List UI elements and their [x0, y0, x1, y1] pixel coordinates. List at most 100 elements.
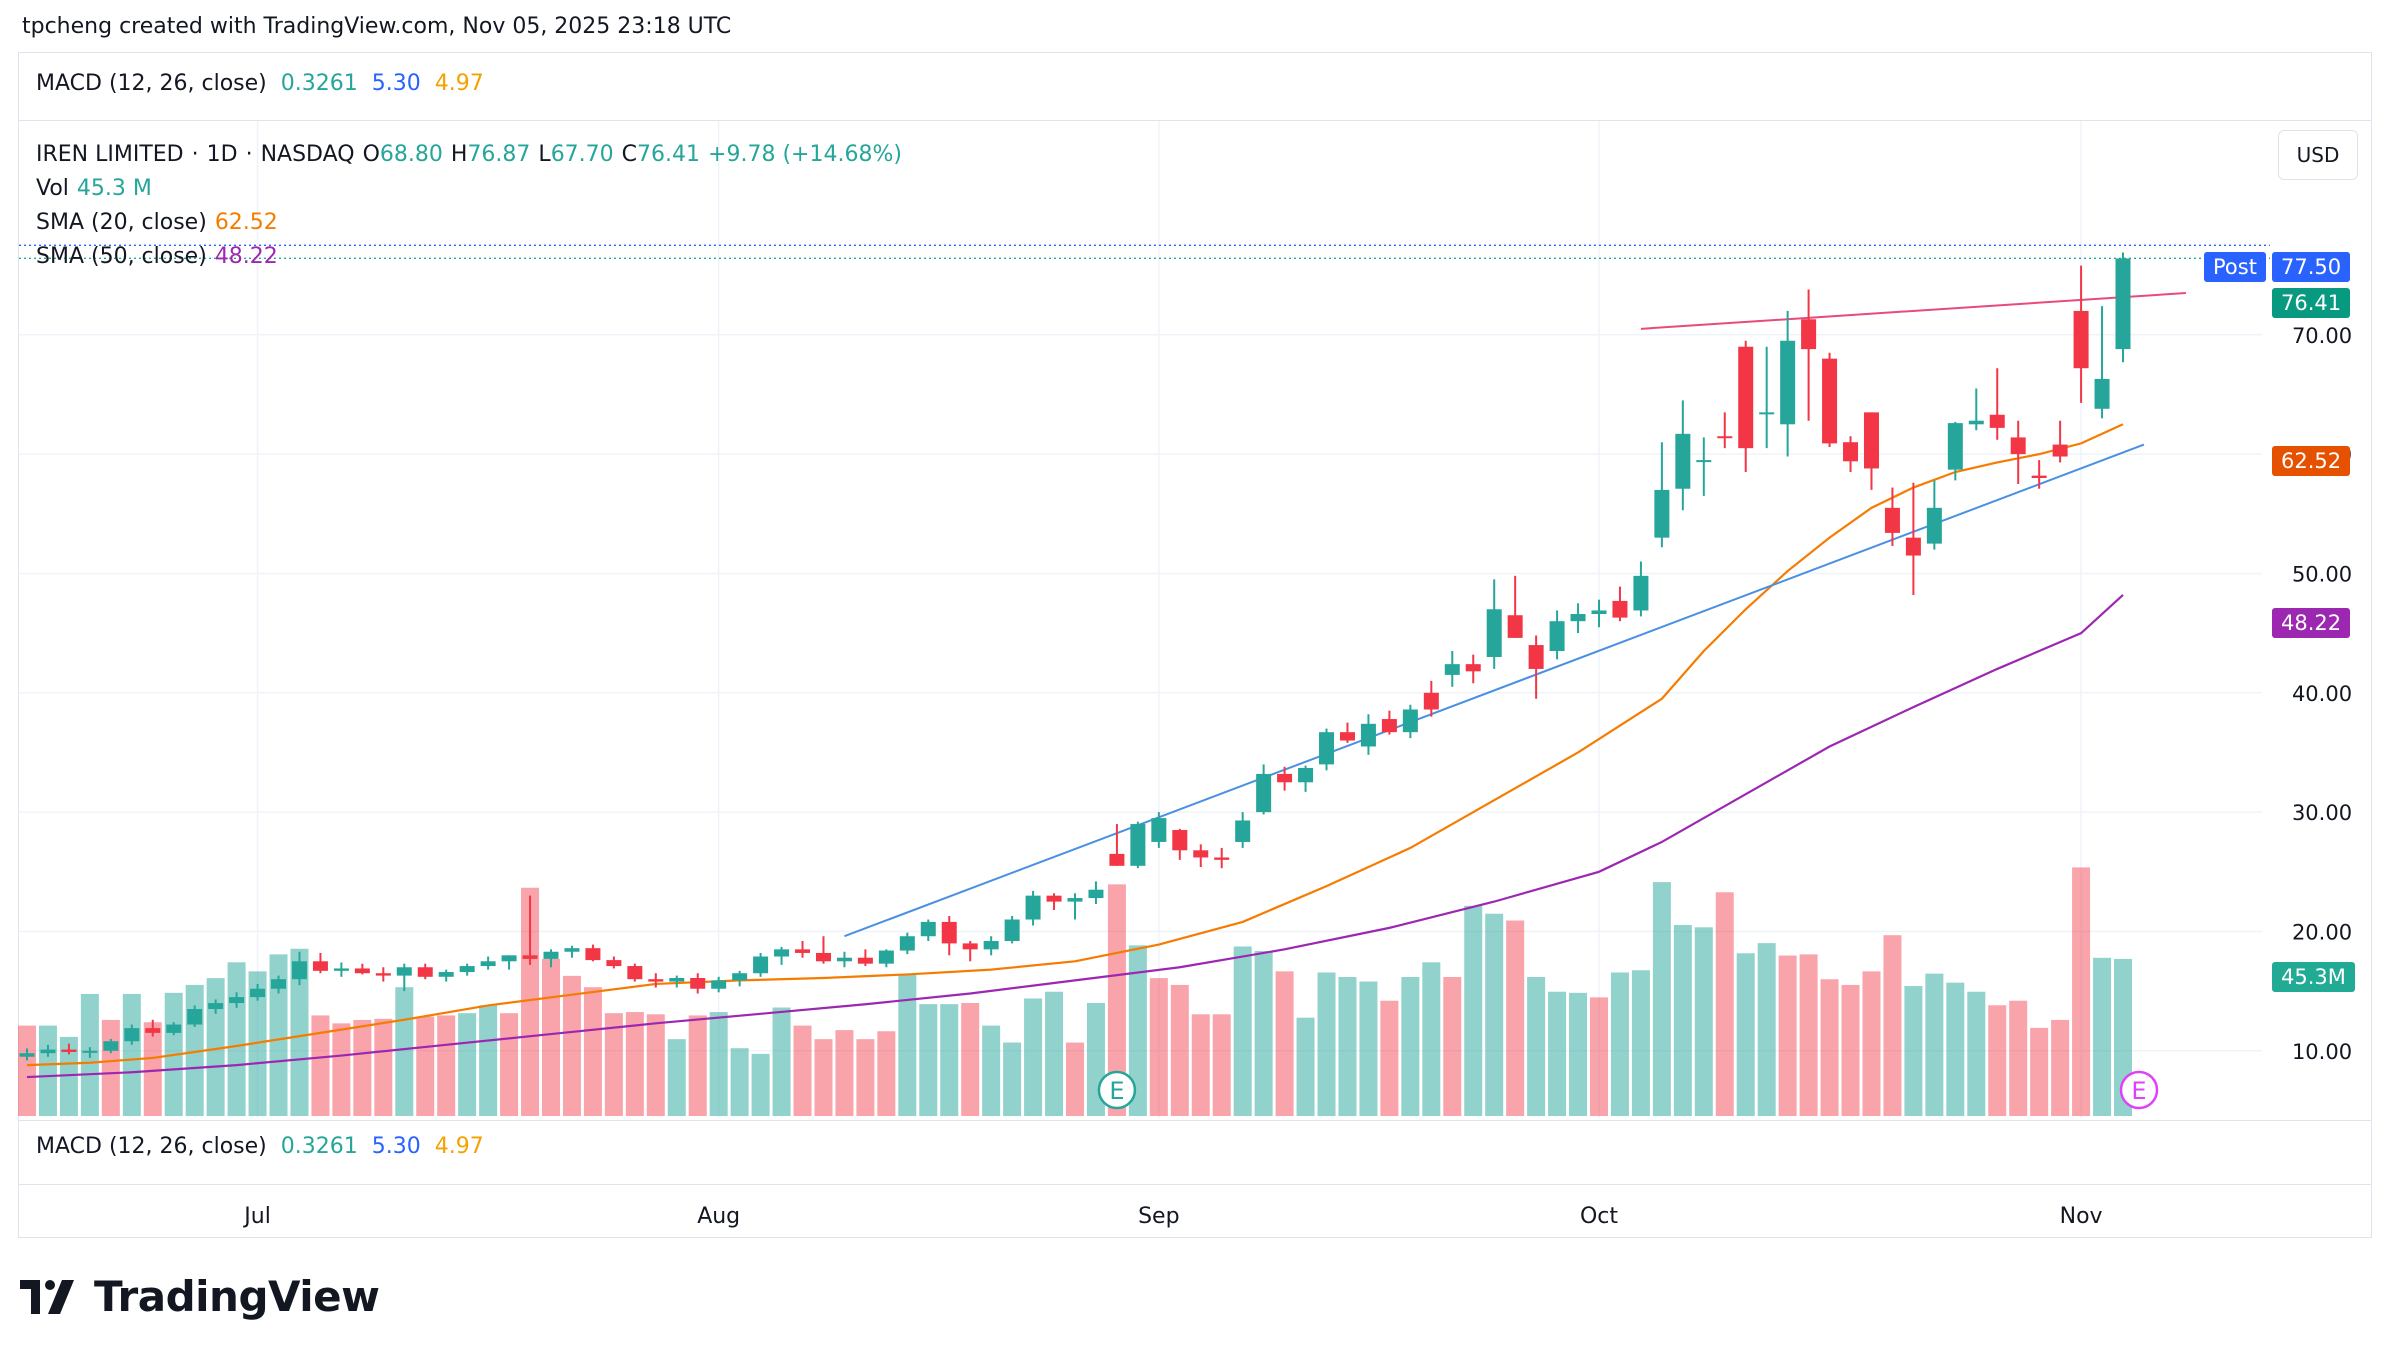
candle-body	[396, 967, 412, 976]
macd-bottom-legend[interactable]: MACD (12, 26, close) 0.3261 5.30 4.97	[36, 1134, 498, 1159]
high-value: 76.87	[467, 142, 531, 167]
volume-bar	[1610, 972, 1629, 1116]
legend-separator: ·	[191, 142, 199, 167]
volume-bar	[793, 1025, 812, 1116]
volume-bar	[416, 1016, 435, 1116]
volume-bar	[18, 1025, 36, 1116]
sma20-value: 62.52	[214, 210, 278, 235]
earnings-marker-icon: E	[2131, 1077, 2146, 1105]
candle-body	[333, 968, 349, 971]
earnings-marker-icon: E	[1109, 1077, 1124, 1105]
candle-body	[753, 956, 769, 974]
volume-bar	[458, 1013, 477, 1116]
symbol-name[interactable]: IREN LIMITED	[36, 142, 184, 167]
macd-value-1: 0.3261	[280, 71, 358, 96]
volume-bar	[2072, 867, 2091, 1116]
candle-body	[61, 1049, 77, 1052]
volume-bar	[1967, 991, 1986, 1116]
candle-body	[1926, 507, 1942, 544]
candle-body	[1193, 850, 1209, 858]
candle-body	[711, 980, 727, 989]
volume-bar	[1820, 979, 1839, 1116]
candle-body	[1046, 895, 1062, 902]
price-axis-label: 10.00	[2292, 1040, 2352, 1064]
volume-bar	[1862, 971, 1881, 1116]
macd-top-legend[interactable]: MACD (12, 26, close) 0.3261 5.30 4.97	[36, 71, 498, 96]
candle-body	[459, 966, 475, 973]
volume-bar	[1904, 986, 1923, 1116]
volume-bar	[604, 1013, 623, 1116]
volume-bar	[1275, 971, 1294, 1116]
time-axis-label: Nov	[2060, 1204, 2103, 1229]
tradingview-logo[interactable]: TradingView	[20, 1272, 380, 1321]
candle-body	[1130, 824, 1146, 866]
pane-divider	[18, 1120, 2372, 1121]
candle-body	[82, 1050, 98, 1053]
close-value: 76.41	[637, 142, 701, 167]
volume-bar	[1233, 946, 1252, 1116]
volume-bar	[1652, 882, 1671, 1116]
volume-bar	[374, 1018, 393, 1116]
time-axis-label: Sep	[1138, 1204, 1179, 1229]
candle-body	[1654, 489, 1670, 538]
candle-body	[857, 957, 873, 964]
volume-bar	[751, 1053, 770, 1116]
candle-body	[1570, 614, 1586, 622]
candle-body	[501, 955, 517, 962]
candle-body	[585, 948, 601, 961]
volume-bar	[1715, 892, 1734, 1116]
interval-label[interactable]: 1D	[206, 142, 238, 167]
candle-body	[962, 943, 978, 950]
sma50-label[interactable]: SMA (50, close)	[36, 244, 207, 269]
volume-bar	[1107, 884, 1126, 1116]
candle-body	[145, 1028, 161, 1033]
volume-bar	[688, 1015, 707, 1116]
candle-body	[1717, 436, 1733, 439]
volume-bar	[877, 1031, 896, 1116]
candle-body	[312, 961, 328, 971]
sma20-label[interactable]: SMA (20, close)	[36, 210, 207, 235]
volume-bar	[1590, 997, 1608, 1116]
candle-body	[1423, 692, 1439, 710]
volume-bar	[646, 1014, 665, 1116]
volume-bar	[1317, 972, 1336, 1116]
volume-bar	[542, 958, 560, 1116]
price-axis-label: 50.00	[2292, 562, 2352, 586]
candle-body	[291, 961, 307, 980]
volume-bar	[667, 1039, 686, 1116]
candle-body	[375, 973, 391, 976]
candle-body	[1528, 645, 1544, 669]
change-value: +9.78 (+14.68%)	[708, 142, 902, 167]
candle-body	[229, 997, 245, 1004]
candle-body	[480, 961, 496, 967]
volume-bar	[940, 1004, 959, 1116]
candle-body	[690, 977, 706, 989]
candle-body	[1277, 773, 1293, 783]
candle-body	[1360, 723, 1376, 747]
candle-body	[2052, 444, 2068, 457]
candle-body	[1801, 319, 1817, 350]
exchange-label: NASDAQ	[260, 142, 355, 167]
volume-bar	[1548, 991, 1567, 1116]
volume-bar	[1569, 992, 1588, 1116]
candle-body	[1947, 423, 1963, 470]
open-value: 68.80	[379, 142, 443, 167]
candle-body	[1381, 719, 1397, 733]
volume-bar	[625, 1012, 644, 1116]
volume-bar	[269, 954, 288, 1116]
candle-body	[1780, 340, 1796, 425]
volume-bar	[961, 1003, 980, 1116]
volume-bar	[1401, 977, 1420, 1116]
volume-label[interactable]: Vol	[36, 176, 69, 201]
volume-bar	[730, 1048, 749, 1116]
candle-body	[1109, 853, 1125, 866]
earnings-marker[interactable]: E	[2119, 1070, 2159, 1110]
currency-button[interactable]: USD	[2278, 130, 2358, 180]
candle-body	[1151, 818, 1167, 842]
volume-bar	[1338, 977, 1357, 1116]
candle-body	[1591, 610, 1607, 615]
candle-body	[815, 952, 831, 962]
volume-bar	[290, 948, 309, 1116]
earnings-marker[interactable]: E	[1097, 1070, 1137, 1110]
